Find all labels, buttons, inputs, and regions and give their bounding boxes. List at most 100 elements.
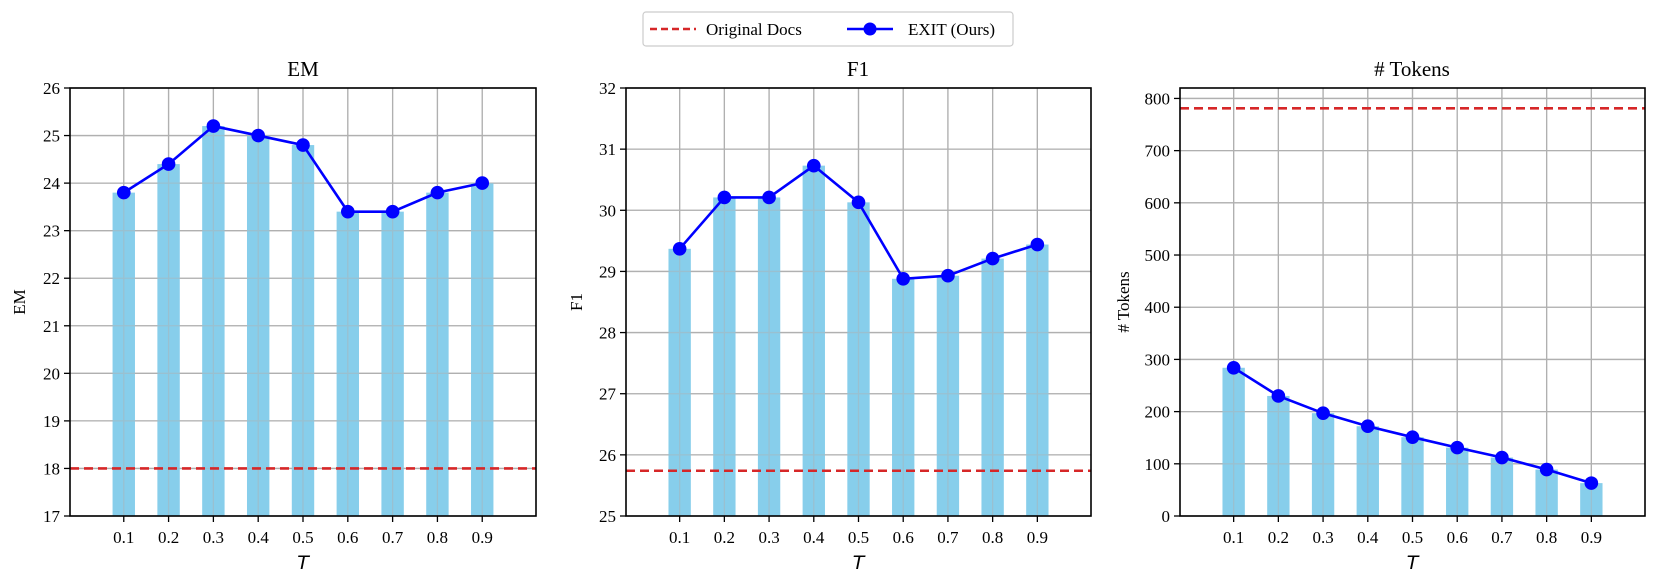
f1-ytick-label: 28 (599, 324, 616, 343)
f1-bar (936, 275, 960, 516)
f1-ytick-label: 31 (599, 140, 616, 159)
em-ytick-label: 26 (43, 79, 60, 98)
em-bar (336, 211, 360, 516)
tokens-exit-point (1495, 450, 1509, 465)
em-exit-point (341, 204, 355, 219)
em-exit-point (475, 176, 490, 190)
tokens-bar (1446, 447, 1469, 516)
f1-exit-point (672, 242, 687, 256)
f1-bar (1026, 244, 1049, 517)
f1-ytick-label: 32 (599, 79, 616, 98)
f1-xtick-label: 0.9 (1027, 528, 1048, 547)
tokens-ytick-label: 100 (1145, 455, 1171, 474)
em-ytick-label: 20 (43, 364, 60, 383)
f1-bar (757, 197, 781, 516)
legend: Original Docs EXIT (Ours) (642, 11, 1014, 47)
f1-bar (981, 258, 1004, 516)
f1-ytick-label: 25 (599, 507, 616, 526)
f1-ytick-label: 29 (599, 262, 616, 281)
f1-bars (668, 165, 1049, 517)
em-bar (246, 135, 270, 517)
em-exit-point (430, 185, 445, 200)
f1-exit-point (851, 195, 866, 210)
legend-exit-swatch-marker (863, 22, 877, 36)
tokens-xtick-label: 0.5 (1402, 528, 1423, 547)
tokens-bar (1490, 457, 1514, 516)
legend-frame (642, 11, 1014, 47)
em-bar (112, 192, 135, 516)
tokens-xlabel: T (1407, 552, 1420, 574)
tokens-ytick-label: 600 (1145, 194, 1171, 213)
tokens-bar (1535, 469, 1558, 516)
tokens-ytick-label: 200 (1145, 403, 1171, 422)
em-bar (471, 183, 494, 516)
em-ytick-label: 23 (43, 222, 60, 241)
f1-exit-point (762, 190, 776, 205)
em-exit-point (296, 138, 310, 152)
f1-panel: 25 26 27 28 29 30 31 32 0.1 0.2 0.3 0.4 0.5 0.6 0.7 0.8… (567, 57, 1092, 574)
tokens-exit-point (1450, 440, 1465, 455)
em-bar (202, 126, 225, 517)
tokens-exit-point (1271, 389, 1286, 403)
tokens-ytick-label: 700 (1145, 142, 1171, 161)
tokens-title: # Tokens (1374, 57, 1450, 81)
tokens-bar (1356, 426, 1379, 516)
f1-exit-point (1030, 237, 1045, 252)
em-xtick-label: 0.6 (337, 528, 358, 547)
tokens-bars (1222, 367, 1603, 516)
tokens-xtick-label: 0.1 (1223, 528, 1244, 547)
tokens-ytick-label: 0 (1162, 507, 1171, 526)
em-ytick-label: 19 (43, 412, 60, 431)
tokens-ytick-label: 800 (1145, 89, 1171, 108)
f1-xtick-label: 0.4 (803, 528, 825, 547)
tokens-exit-point (1316, 406, 1330, 420)
em-xtick-label: 0.3 (203, 528, 224, 547)
tokens-xtick-label: 0.2 (1268, 528, 1289, 547)
f1-exit-point (985, 251, 1000, 266)
em-bar (291, 145, 315, 517)
f1-bar (713, 197, 736, 516)
em-ytick-label: 17 (43, 507, 61, 526)
em-ytick-label: 21 (43, 317, 60, 336)
f1-xtick-label: 0.7 (937, 528, 959, 547)
em-bars (112, 126, 494, 517)
f1-ylabel: F1 (567, 293, 586, 311)
tokens-xtick-label: 0.9 (1581, 528, 1602, 547)
f1-bar (892, 278, 915, 516)
legend-exit-label: EXIT (Ours) (908, 20, 995, 39)
em-ytick-label: 24 (43, 174, 61, 193)
tokens-exit-point (1584, 476, 1599, 490)
tokens-exit-point (1226, 360, 1241, 375)
em-ytick-label: 22 (43, 269, 60, 288)
f1-bar (847, 202, 870, 516)
em-xtick-label: 0.1 (113, 528, 134, 547)
em-bar (157, 164, 180, 517)
tokens-xtick-label: 0.3 (1312, 528, 1333, 547)
legend-original-docs-label: Original Docs (706, 20, 802, 39)
em-xtick-label: 0.8 (427, 528, 448, 547)
f1-xtick-label: 0.2 (714, 528, 735, 547)
tokens-exit-point (1360, 419, 1375, 434)
em-exit-point (385, 204, 400, 219)
f1-grid-overlay (626, 87, 1091, 517)
f1-bar (802, 165, 825, 516)
em-ytick-label: 18 (43, 459, 60, 478)
tokens-exit-point (1405, 430, 1420, 444)
em-bar (426, 192, 449, 516)
f1-xtick-label: 0.8 (982, 528, 1003, 547)
tokens-bar (1267, 395, 1290, 516)
tokens-bar (1401, 437, 1424, 516)
tokens-xtick-label: 0.8 (1536, 528, 1557, 547)
em-panel: 17 18 19 20 21 22 23 24 25 26 0.1 0.2 0.3 0.4 0.5 0.6 0.… (10, 57, 537, 574)
em-exit-point (251, 128, 265, 143)
f1-xtick-label: 0.3 (758, 528, 779, 547)
tokens-bar (1222, 367, 1245, 516)
em-xtick-label: 0.5 (292, 528, 313, 547)
tokens-ytick-label: 400 (1145, 298, 1171, 317)
f1-ytick-label: 27 (599, 385, 617, 404)
tokens-ytick-label: 500 (1145, 246, 1171, 265)
tokens-xtick-label: 0.4 (1357, 528, 1379, 547)
f1-exit-point (717, 190, 732, 205)
em-exit-point (116, 185, 131, 200)
f1-xtick-label: 0.1 (669, 528, 690, 547)
